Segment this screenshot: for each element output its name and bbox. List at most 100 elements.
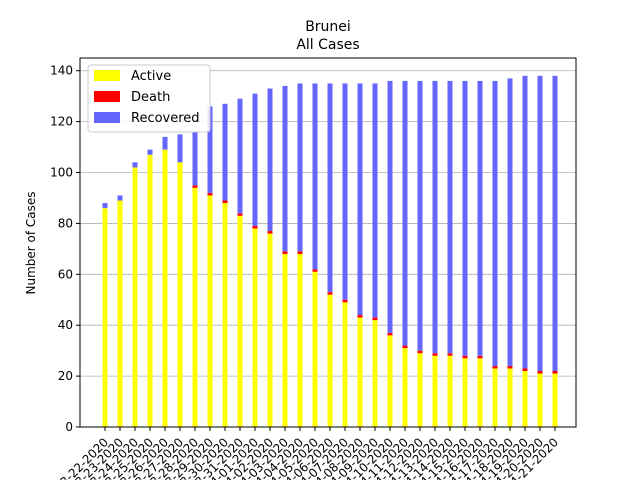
y-tick-label: 60 [58,267,73,281]
bar-recovered [282,85,288,252]
legend-label-active: Active [131,69,171,84]
bar-recovered [522,75,528,369]
y-ticks: 0 20 40 60 80 100 120 140 [50,64,80,434]
legend-label-death: Death [131,90,170,105]
bars [102,75,558,428]
bar-recovered [417,80,423,351]
bar-active [222,203,228,427]
bar-recovered [267,88,273,232]
bar-active [342,302,348,427]
bar-recovered [402,80,408,346]
bar-active [297,253,303,427]
bar-death [417,350,423,354]
bar-active [177,162,183,427]
bar-active [192,187,198,427]
bar-death [252,225,258,229]
bar-death [522,368,528,372]
y-tick-label: 80 [58,216,73,230]
bar-active [357,317,363,427]
bar-recovered [117,195,123,201]
bar-active [102,208,108,427]
bar-active [267,233,273,427]
y-axis-label: Number of Cases [24,191,38,294]
bar-recovered [102,203,108,209]
bar-death [507,365,513,369]
chart-title: Brunei [305,19,351,35]
bar-death [297,251,303,254]
bar-recovered [222,103,228,201]
bar-recovered [387,80,393,333]
bar-active [417,353,423,427]
bar-active [282,253,288,427]
bar-active [402,348,408,427]
bar-active [327,294,333,427]
bar-active [492,368,498,427]
bar-death [327,292,333,295]
bar-active [372,320,378,427]
bar-recovered [462,80,468,356]
bar-active [537,373,543,427]
bar-active [507,368,513,427]
bar-active [387,335,393,427]
legend-label-recovered: Recovered [131,111,200,126]
bar-active [132,167,138,427]
bar-recovered [192,131,198,186]
bar-death [447,353,453,356]
bar-active [237,215,243,427]
bar-recovered [327,83,333,293]
bar-active [432,355,438,427]
bar-active [447,355,453,427]
bar-active [312,271,318,427]
bar-recovered [357,83,363,316]
bar-death [402,345,408,349]
bar-active [117,200,123,427]
bar-recovered [132,162,138,168]
bar-recovered [372,83,378,318]
bar-active [462,358,468,427]
legend-swatch-death [94,91,120,102]
y-tick-label: 20 [58,369,73,383]
bar-death [552,371,558,374]
bar-death [312,269,318,272]
legend: Active Death Recovered [87,64,211,133]
bar-death [462,355,468,359]
bar-recovered [492,80,498,366]
bar-active [207,195,213,427]
bar-active [477,358,483,427]
bar-death [267,231,273,234]
x-ticks: 03-22-202003-23-202003-24-202003-25-2020… [52,427,561,480]
bar-active [147,154,153,428]
bar-death [372,317,378,321]
bar-recovered [147,149,153,155]
bar-active [552,373,558,427]
bar-recovered [537,75,543,372]
bar-death [222,200,228,204]
y-tick-label: 140 [50,64,73,78]
bar-death [537,371,543,374]
bar-active [162,149,168,427]
bar-active [252,228,258,427]
y-tick-label: 100 [50,166,73,180]
bar-recovered [477,80,483,356]
bar-death [357,315,363,318]
y-tick-label: 120 [50,115,73,129]
bar-recovered [342,83,348,300]
bar-death [432,353,438,356]
chart-subtitle: All Cases [296,37,359,53]
bar-recovered [432,80,438,354]
bar-recovered [177,134,183,163]
bar-recovered [312,83,318,270]
bar-recovered [447,80,453,354]
bar-death [282,251,288,254]
bar-death [207,192,213,196]
bar-death [237,213,243,216]
bar-death [477,355,483,359]
bar-active [522,371,528,427]
legend-swatch-active [94,70,120,81]
bar-death [387,332,393,336]
bar-death [192,185,198,188]
bar-recovered [237,98,243,214]
bar-death [492,365,498,369]
bar-recovered [297,83,303,252]
